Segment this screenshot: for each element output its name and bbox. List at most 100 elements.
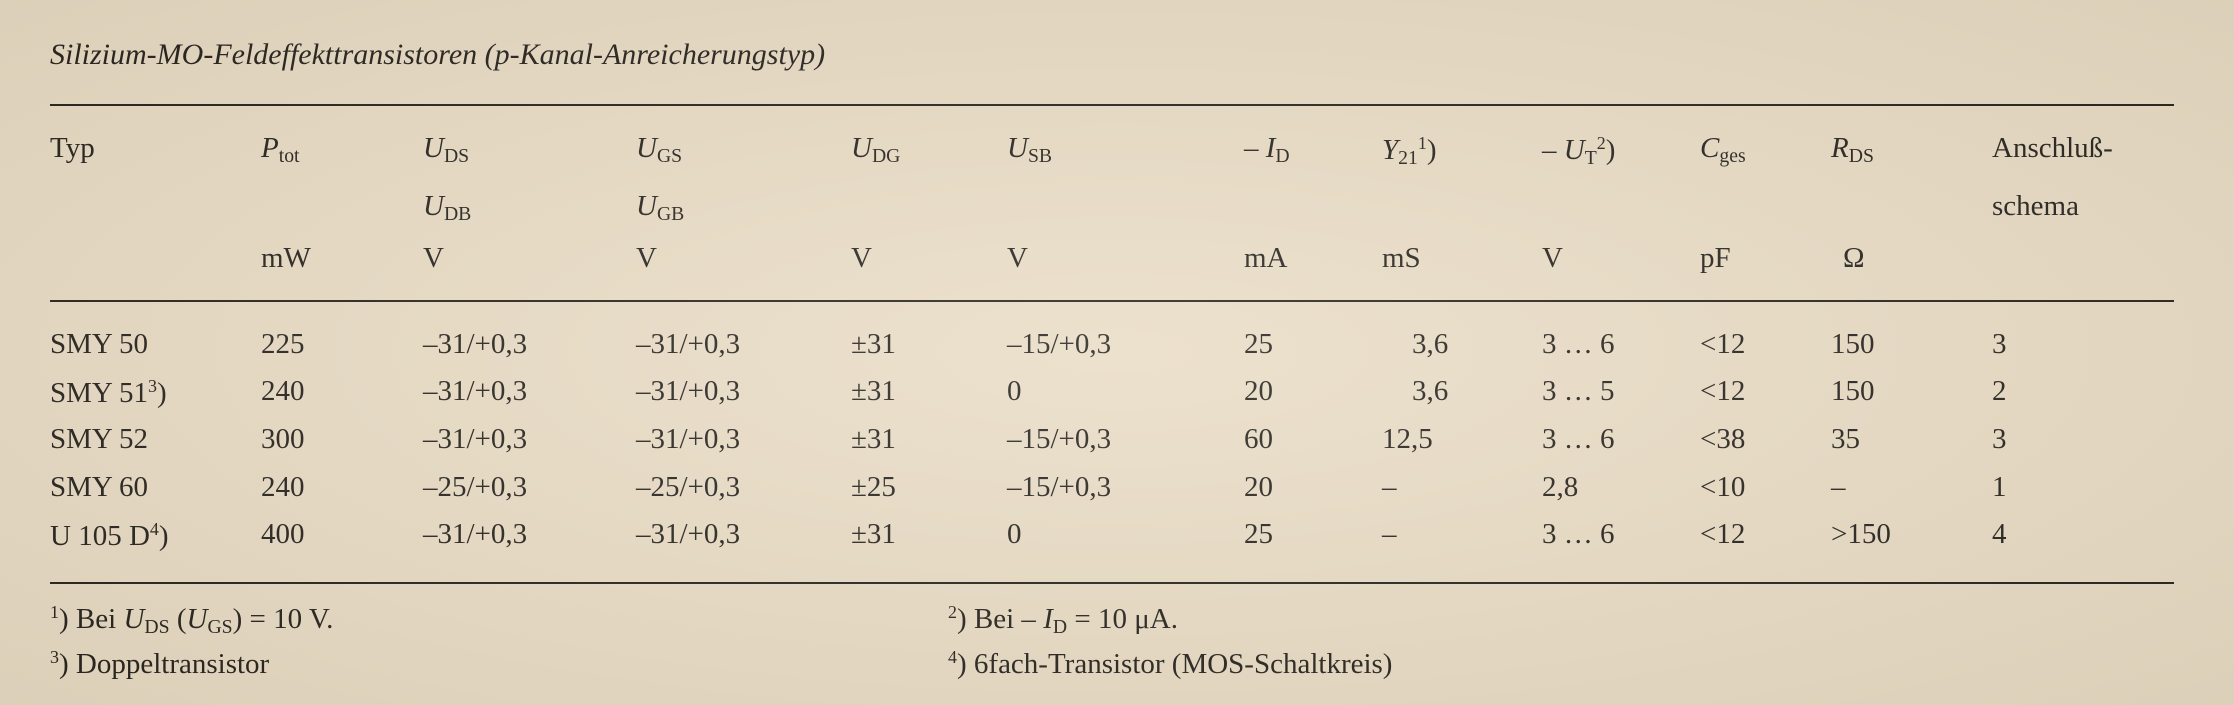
footnote-text: = 10 μA. [1067, 602, 1178, 635]
header-symbol: Typ [50, 132, 95, 164]
table-cell: –31/+0,3 [636, 375, 741, 407]
column-unit: mW [261, 242, 311, 274]
column-unit: mA [1244, 242, 1288, 274]
footnote-ref: 2 [1596, 133, 1606, 153]
table-cell: 4 [1992, 518, 2007, 550]
header-symbol: Y211) [1382, 133, 1437, 169]
table-cell: –31/+0,3 [423, 423, 528, 455]
bottom-rule [50, 582, 2174, 584]
header-symbol: Anschluß- [1992, 132, 2113, 164]
header-symbol: schema [1992, 190, 2079, 222]
footnote-text: 6fach-Transistor (MOS-Schaltkreis) [973, 647, 1393, 680]
header-name: U [636, 190, 657, 222]
table-cell: <38 [1700, 423, 1746, 455]
header-subscript: GB [656, 202, 685, 225]
footnote-text: U [186, 602, 208, 635]
table-cell: ±25 [851, 471, 896, 503]
table-cell: –31/+0,3 [636, 423, 741, 455]
footnote: 4) 6fach-Transistor (MOS-Schaltkreis) [948, 648, 1392, 679]
table-cell: 12,5 [1382, 423, 1433, 455]
table-cell: 240 [261, 471, 305, 503]
header-subscript: GS [656, 144, 683, 167]
header-symbol: Ptot [261, 132, 300, 167]
header-symbol: USB [1007, 132, 1052, 166]
footnote-mark: 3 [50, 647, 59, 667]
type-name: SMY 51 [50, 376, 149, 409]
column-unit: Ω [1843, 242, 1865, 274]
header-suffix: ) [1426, 133, 1437, 166]
header-prefix: – [1542, 133, 1564, 166]
table-cell: <12 [1700, 375, 1746, 407]
header-subscript: DB [443, 202, 472, 225]
header-symbol: – ID [1244, 132, 1290, 167]
table-cell: – [1382, 518, 1397, 550]
header-name: R [1831, 132, 1849, 164]
header-name: U [423, 132, 444, 164]
header-symbol: UDS [423, 132, 469, 166]
table-cell: 400 [261, 518, 305, 550]
header-suffix: ) [1605, 133, 1616, 166]
table-cell: ±31 [851, 375, 896, 407]
header-symbol: UGS [636, 132, 683, 167]
table-cell: 3,6 [1412, 375, 1449, 407]
table-cell: 2,8 [1542, 471, 1579, 503]
footnote-text: I [1043, 602, 1053, 635]
table-cell: 25 [1244, 518, 1273, 550]
table-cell: 3 … 5 [1542, 375, 1615, 407]
column-header: RDS [1831, 134, 1874, 167]
column-unit: V [1007, 242, 1028, 274]
table-cell: <12 [1700, 328, 1746, 360]
header-name: U [1007, 132, 1028, 164]
table-cell: – [1382, 471, 1397, 503]
column-header: UDB [423, 192, 471, 225]
column-header: Ptot [261, 134, 300, 167]
table-cell: 3 … 6 [1542, 423, 1615, 455]
header-subscript: T [1584, 146, 1597, 169]
column-unit: pF [1700, 242, 1731, 274]
column-header: – ID [1244, 134, 1290, 167]
paren: ) [58, 647, 76, 680]
column-unit: V [1542, 242, 1563, 274]
column-header: Cges [1700, 134, 1746, 167]
paren: ) [58, 602, 76, 635]
header-subscript: DS [1848, 144, 1874, 167]
table-cell: 20 [1244, 471, 1273, 503]
footnote-subscript: DS [144, 615, 170, 638]
table-cell: ±31 [851, 423, 896, 455]
table-cell: –25/+0,3 [636, 471, 741, 503]
footnote-mark: 4 [948, 647, 957, 667]
header-subscript: D [1275, 144, 1290, 167]
table-cell: –31/+0,3 [423, 518, 528, 550]
table-cell: –31/+0,3 [423, 328, 528, 360]
table-cell: ±31 [851, 518, 896, 550]
header-name: U [851, 132, 872, 164]
table-cell: <12 [1700, 518, 1746, 550]
footnote-text: U [123, 602, 145, 635]
table-cell: 150 [1831, 375, 1875, 407]
header-name: P [261, 132, 279, 164]
type-cell: SMY 50 [50, 330, 148, 359]
footnote-ref: 4 [149, 519, 159, 539]
table-cell: 3 [1992, 423, 2007, 455]
table-cell: 240 [261, 375, 305, 407]
column-header: – UT2) [1542, 134, 1615, 169]
header-subscript: 21 [1398, 146, 1418, 169]
header-symbol: RDS [1831, 132, 1874, 167]
column-unit: V [423, 242, 444, 274]
type-name: U 105 D [50, 519, 150, 552]
footnote-mark: 2 [948, 602, 957, 622]
footnote-text: Doppeltransistor [75, 647, 270, 680]
table-cell: <10 [1700, 471, 1746, 503]
table-cell: 225 [261, 328, 305, 360]
column-header: Anschluß- [1992, 134, 2113, 163]
footnote-text: ( [169, 602, 187, 635]
footnote-text: ) = 10 V. [232, 602, 334, 635]
header-subscript: tot [278, 144, 300, 167]
header-name: C [1700, 132, 1720, 164]
type-name: SMY 52 [50, 423, 149, 455]
column-header: UDG [851, 134, 900, 167]
paren: ) [956, 602, 974, 635]
header-symbol: Cges [1700, 132, 1746, 166]
table-cell: 150 [1831, 328, 1875, 360]
header-name: Y [1382, 133, 1399, 166]
